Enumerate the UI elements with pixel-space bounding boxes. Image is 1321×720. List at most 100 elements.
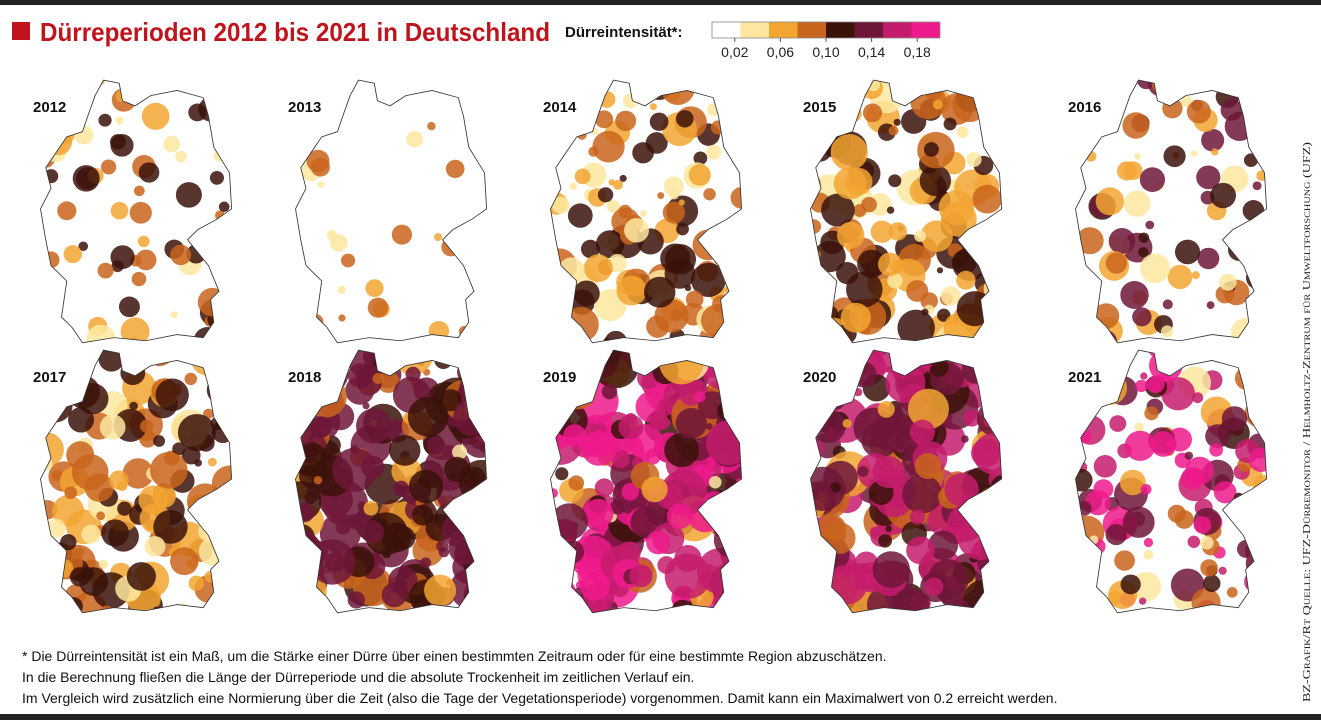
drought-patch <box>1075 415 1106 445</box>
drought-patch <box>97 262 114 279</box>
drought-patch <box>171 350 185 359</box>
drought-patch <box>1242 95 1257 110</box>
drought-patch <box>452 444 468 460</box>
drought-patch <box>1187 535 1201 548</box>
drought-patch <box>40 387 73 423</box>
drought-patch <box>666 503 693 529</box>
drought-patch <box>708 475 722 489</box>
drought-patch <box>1108 228 1136 255</box>
drought-patch <box>1140 253 1171 284</box>
drought-patch <box>597 187 614 203</box>
drought-patch <box>295 542 307 558</box>
drought-patch <box>295 600 300 608</box>
drought-patch <box>1145 220 1155 230</box>
map-year: 2015 <box>803 99 836 116</box>
drought-patch <box>615 110 637 132</box>
drought-patch <box>725 486 742 521</box>
drought-patch <box>138 162 160 183</box>
drought-patch <box>842 418 852 428</box>
drought-patch <box>823 85 837 98</box>
drought-patch <box>1180 467 1205 490</box>
drought-patch <box>1203 574 1221 593</box>
drought-patch <box>295 557 310 584</box>
drought-patch <box>560 540 585 564</box>
drought-patch <box>887 273 903 289</box>
drought-patch <box>1213 481 1237 504</box>
drought-patch <box>635 350 656 365</box>
drought-areas <box>1075 350 1267 613</box>
drought-patch <box>1218 566 1227 575</box>
drought-patch <box>583 498 614 529</box>
drought-patch <box>170 547 199 576</box>
drought-patch <box>66 441 95 469</box>
drought-patch <box>126 350 151 368</box>
drought-patch <box>468 522 487 556</box>
drought-patch <box>72 165 100 192</box>
drought-patch <box>574 168 591 185</box>
drought-patch <box>439 389 462 412</box>
legend-tick-label: 0,06 <box>767 44 794 60</box>
drought-patch <box>811 409 846 443</box>
drought-patch <box>198 96 224 122</box>
drought-patch <box>313 476 323 485</box>
drought-patch <box>1120 574 1141 595</box>
drought-patch <box>991 545 1002 565</box>
drought-patch <box>1135 379 1148 393</box>
drought-patch <box>583 254 613 283</box>
drought-patch <box>1093 479 1114 499</box>
map-year: 2021 <box>1068 369 1101 386</box>
drought-patch <box>184 372 198 386</box>
drought-patch <box>57 201 77 221</box>
drought-patch <box>42 350 60 363</box>
drought-patch <box>211 465 232 502</box>
drought-patch <box>550 544 573 583</box>
drought-patch <box>717 400 738 421</box>
drought-patch <box>434 351 453 370</box>
drought-patch <box>391 350 410 367</box>
drought-patch <box>367 297 389 318</box>
legend: 0,02 0,06 0,10 0,14 0,18 <box>711 21 941 60</box>
map-year: 2020 <box>803 369 836 386</box>
drought-patch <box>111 88 136 112</box>
drought-patch <box>356 408 392 444</box>
drought-patch <box>560 124 569 132</box>
drought-patch <box>120 317 150 343</box>
drought-patch <box>1242 513 1257 529</box>
drought-patch <box>68 407 95 433</box>
drought-patch <box>1191 588 1221 613</box>
drought-patch <box>337 285 346 294</box>
drought-patch <box>902 474 942 514</box>
drought-patch <box>550 555 560 569</box>
drought-patch <box>137 235 150 248</box>
drought-patch <box>957 514 1002 560</box>
drought-patch <box>594 478 614 497</box>
drought-patch <box>329 234 348 252</box>
drought-patch <box>723 309 742 337</box>
drought-patch <box>217 217 232 240</box>
drought-patch <box>564 119 577 131</box>
drought-patch <box>662 201 686 224</box>
drought-patch <box>406 130 424 148</box>
drought-patch <box>445 159 465 179</box>
drought-patch <box>956 291 993 327</box>
drought-patch <box>229 509 232 518</box>
drought-patch <box>1192 392 1204 404</box>
drought-patch <box>40 456 53 471</box>
drought-patch <box>906 536 935 565</box>
drought-patch <box>405 366 421 382</box>
drought-patch <box>408 469 444 504</box>
drought-patch <box>391 224 413 245</box>
drought-patch <box>573 280 600 307</box>
drought-patch <box>711 518 731 538</box>
drought-patch <box>1076 500 1092 516</box>
drought-patch <box>649 414 666 431</box>
drought-patch <box>585 80 594 86</box>
drought-patch <box>135 249 157 271</box>
drought-patch <box>188 575 205 591</box>
drought-patch <box>1221 406 1248 432</box>
drought-patch <box>932 99 943 110</box>
drought-patch <box>1162 98 1183 119</box>
drought-patch <box>340 253 356 268</box>
drought-patch <box>580 239 600 259</box>
drought-patch <box>467 570 487 600</box>
